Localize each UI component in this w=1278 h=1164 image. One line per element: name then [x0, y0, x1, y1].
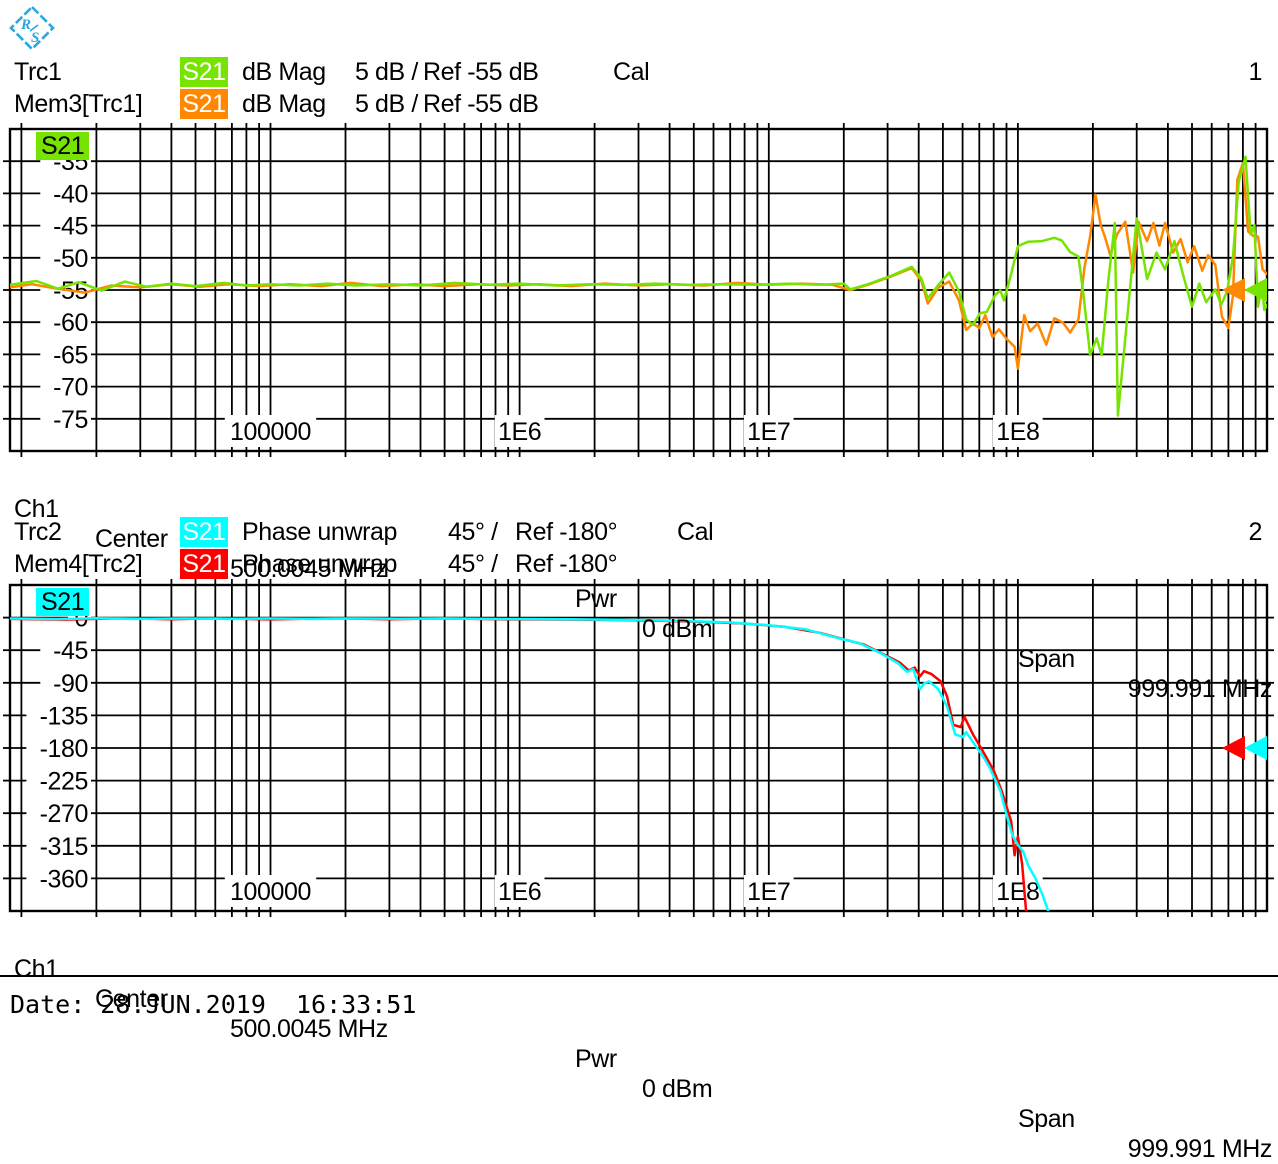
chart-grid-2: [3, 579, 1274, 917]
power-label: Pwr: [575, 585, 617, 613]
rohde-schwarz-logo: R S: [9, 5, 55, 51]
trace-meas-badge-mem3[interactable]: S21: [180, 89, 228, 119]
span-label: Span: [1018, 1105, 1075, 1133]
trace-format-mem4: Phase unwrap: [242, 550, 398, 578]
trace-name-trc2[interactable]: Trc2: [14, 518, 62, 546]
svg-text:S: S: [31, 30, 39, 46]
y-tick-label: -60: [53, 309, 88, 337]
instrument-screen: { "logo": {"name": "rohde-schwarz-logo"}…: [0, 5, 1278, 1163]
mem3-ref-arrow[interactable]: [1222, 278, 1245, 302]
trace-cal-trc1: Cal: [613, 58, 650, 86]
chart-grid-1: [3, 123, 1274, 457]
x-tick-label: 1E8: [996, 878, 1039, 906]
y-tick-label: -360: [40, 865, 88, 893]
power-value[interactable]: 0 dBm: [642, 1075, 713, 1103]
trc1-ref-arrow[interactable]: [1244, 278, 1267, 302]
trace-info-block-1: Trc1 S21 dB Mag 5 dB / Ref -55 dB Cal 1 …: [0, 57, 1278, 121]
trace-format-trc2: Phase unwrap: [242, 518, 398, 546]
trace-name-mem4[interactable]: Mem4[Trc2]: [14, 550, 143, 578]
trace-ref-mem4: Ref -180°: [515, 550, 618, 578]
mem4-ref-arrow[interactable]: [1222, 736, 1245, 760]
power-label: Pwr: [575, 1045, 617, 1073]
trace-Trc2: [10, 617, 1050, 911]
chart1-channel-badge[interactable]: S21: [36, 132, 90, 160]
trace-ref-mem3: Ref -55 dB: [423, 90, 539, 118]
span-value[interactable]: 999.991 MHz: [1127, 675, 1273, 703]
channel-label[interactable]: Ch1: [14, 495, 59, 523]
channel-label[interactable]: Ch1: [14, 955, 59, 983]
svg-text:R: R: [20, 17, 31, 33]
trace-scale-trc1: 5 dB /: [355, 58, 418, 86]
y-tick-label: -50: [53, 245, 88, 273]
trace-scale-mem3: 5 dB /: [355, 90, 418, 118]
channel-footer-1: Ch1 Center 500.0045 MHz Pwr 0 dBm Span 9…: [0, 464, 1278, 703]
trace-ref-trc1: Ref -55 dB: [423, 58, 539, 86]
trace-name-trc1[interactable]: Trc1: [14, 58, 62, 86]
span-label: Span: [1018, 645, 1075, 673]
x-tick-label: 100000: [230, 878, 311, 906]
y-tick-label: -315: [40, 833, 88, 861]
trace-cal-trc2: Cal: [677, 518, 714, 546]
y-tick-label: -45: [53, 213, 88, 241]
trace-ref-trc2: Ref -180°: [515, 518, 618, 546]
diagram-number-2: 2: [1248, 518, 1262, 546]
span-value[interactable]: 999.991 MHz: [1127, 1135, 1273, 1163]
trace-format-mem3: dB Mag: [242, 90, 326, 118]
date-separator: [0, 975, 1278, 977]
y-tick-label: -225: [40, 768, 88, 796]
trace-info-block-2: Trc2 S21 Phase unwrap 45° / Ref -180° Ca…: [0, 517, 1278, 581]
y-tick-label: -40: [53, 180, 88, 208]
y-tick-label: -65: [53, 341, 88, 369]
center-value[interactable]: 500.0045 MHz: [230, 1015, 388, 1043]
chart2-channel-badge[interactable]: S21: [36, 588, 90, 616]
x-tick-label: 1E8: [996, 418, 1039, 446]
channel-footer-2: Ch1 Center 500.0045 MHz Pwr 0 dBm Span 9…: [0, 924, 1278, 1163]
trace-scale-trc2: 45° /: [448, 518, 498, 546]
x-tick-label: 1E6: [498, 878, 541, 906]
center-value[interactable]: 500.0045 MHz: [230, 555, 388, 583]
center-label: Center: [95, 525, 168, 553]
trace-Trc1: [10, 155, 1267, 417]
power-value[interactable]: 0 dBm: [642, 615, 713, 643]
date-line: Date: 28.JUN.2019 16:33:51: [10, 990, 417, 1019]
center-label: Center: [95, 985, 168, 1013]
plots-canvas: 100000 1E6 1E7 1E8-35-40-45-50-55-60-65-70-…: [3, 123, 1274, 917]
x-tick-label: 1E7: [747, 418, 790, 446]
y-tick-label: -70: [53, 374, 88, 402]
x-tick-label: 1E7: [747, 878, 790, 906]
y-tick-label: -45: [53, 637, 88, 665]
trace-name-mem3[interactable]: Mem3[Trc1]: [14, 90, 143, 118]
y-tick-label: -270: [40, 800, 88, 828]
x-tick-label: 1E6: [498, 418, 541, 446]
trace-scale-mem4: 45° /: [448, 550, 498, 578]
x-tick-label: 100000: [230, 418, 311, 446]
trace-Mem4[Trc2]: [10, 616, 1028, 911]
y-tick-label: -75: [53, 406, 88, 434]
trace-meas-badge-mem4[interactable]: S21: [180, 549, 228, 579]
diagram-number-1: 1: [1248, 58, 1262, 86]
trace-format-trc1: dB Mag: [242, 58, 326, 86]
y-tick-label: -135: [40, 702, 88, 730]
y-tick-label: -90: [53, 670, 88, 698]
trc2-ref-arrow[interactable]: [1244, 736, 1267, 760]
trace-meas-badge-trc1[interactable]: S21: [180, 57, 228, 87]
trace-meas-badge-trc2[interactable]: S21: [180, 517, 228, 547]
y-tick-label: -180: [40, 735, 88, 763]
